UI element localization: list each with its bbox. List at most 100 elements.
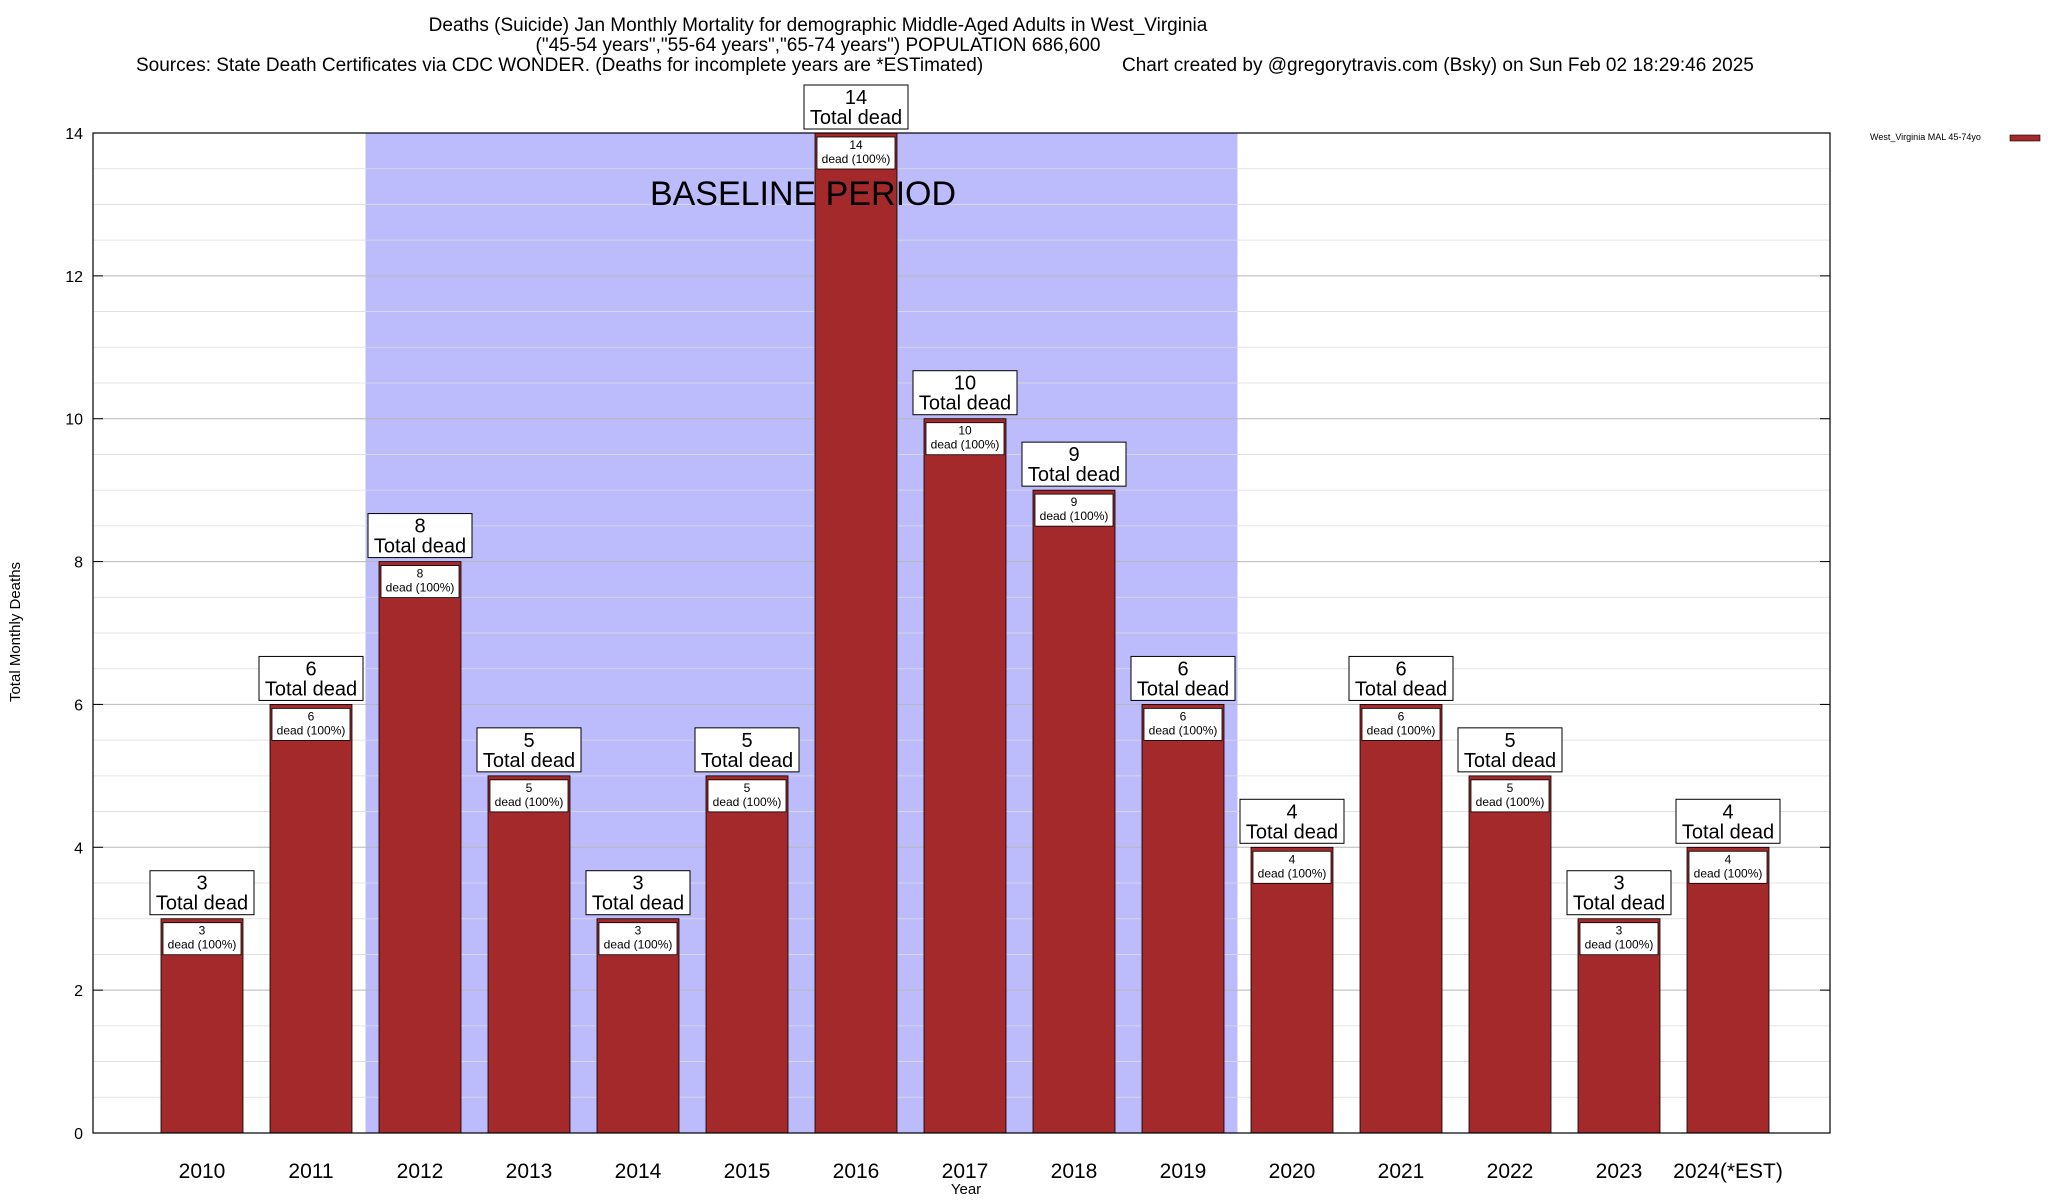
bar-inner-value: 5 — [744, 781, 751, 795]
bar-callout-box — [1675, 798, 1781, 844]
bar-inner-percent: dead (100%) — [1367, 723, 1436, 737]
bar-callout-value: 6 — [1177, 658, 1188, 680]
bar-callout-text: Total dead — [265, 678, 357, 700]
bar-inner-label-box — [1470, 779, 1550, 813]
bar — [1468, 775, 1552, 1134]
x-tick-label: 2010 — [179, 1160, 226, 1183]
bar-inner-label-box — [1143, 708, 1223, 741]
bar-callout-value: 5 — [741, 730, 752, 752]
bar-inner-value: 5 — [1507, 781, 1514, 795]
bar — [705, 775, 789, 1134]
bar-inner-percent: dead (100%) — [168, 938, 237, 952]
bar-callout-text: Total dead — [810, 107, 902, 129]
bar-callout-text: Total dead — [701, 750, 793, 772]
bar-callout-box — [476, 727, 582, 773]
bar-inner-value: 6 — [1398, 709, 1405, 723]
chart-sources: Sources: State Death Certificates via CD… — [136, 55, 983, 76]
bar-callout-box — [803, 84, 909, 130]
bar-callout-value: 5 — [1504, 730, 1515, 752]
bar-inner-label-box — [271, 708, 351, 741]
bar-inner-value: 9 — [1071, 495, 1078, 509]
bar-callout-box — [1021, 441, 1127, 487]
bar-inner-percent: dead (100%) — [1040, 509, 1109, 523]
bar-callout-box — [1239, 798, 1345, 844]
bar-inner-label-box — [489, 779, 569, 813]
bar-callout-box — [149, 870, 255, 916]
bar-inner-value: 3 — [635, 924, 642, 938]
x-tick-label: 2024(*EST) — [1673, 1160, 1783, 1183]
y-tick-label: 2 — [74, 983, 83, 1000]
bar-inner-label-box — [1252, 850, 1332, 884]
x-tick-label: 2013 — [506, 1160, 553, 1183]
bar-inner-value: 14 — [849, 138, 863, 152]
bar-callout-box — [1457, 727, 1563, 773]
bar-inner-value: 10 — [958, 424, 972, 438]
bar-inner-label-box — [162, 922, 242, 956]
bar — [923, 418, 1007, 1134]
bar-callout-value: 3 — [196, 873, 207, 895]
bar — [1032, 489, 1116, 1134]
bar-callout-box — [1566, 870, 1672, 916]
bar-inner-value: 4 — [1725, 852, 1732, 866]
y-tick-label: 4 — [74, 840, 83, 857]
bar-callout-value: 14 — [845, 87, 867, 109]
y-tick-label: 8 — [74, 555, 83, 572]
x-tick-label: 2017 — [942, 1160, 989, 1183]
legend-label: West_Virginia MAL 45-74yo — [1870, 132, 1981, 142]
bar-inner-label-box — [816, 136, 896, 170]
bar-callout-box — [585, 870, 691, 916]
bar-inner-value: 3 — [1616, 924, 1623, 938]
bar-inner-percent: dead (100%) — [495, 795, 564, 809]
x-tick-label: 2018 — [1051, 1160, 1098, 1183]
bar-callout-text: Total dead — [1137, 678, 1229, 700]
x-axis-title: Year — [951, 1181, 981, 1198]
bar — [814, 132, 898, 1134]
y-tick-label: 0 — [74, 1126, 83, 1143]
bar-inner-percent: dead (100%) — [931, 438, 1000, 452]
bar-callout-text: Total dead — [1246, 821, 1338, 843]
bar-inner-label-box — [707, 779, 787, 813]
bar-inner-label-box — [1688, 850, 1768, 884]
bar-inner-label-box — [1361, 708, 1441, 741]
bar-inner-value: 6 — [1180, 709, 1187, 723]
bar-inner-value: 5 — [526, 781, 533, 795]
bar-callout-value: 4 — [1722, 801, 1733, 823]
bar-callout-value: 3 — [632, 873, 643, 895]
bar — [1250, 846, 1334, 1134]
bar-callout-box — [694, 727, 800, 773]
bar-callout-box — [1130, 655, 1236, 701]
baseline-period-label: BASELINE PERIOD — [650, 175, 956, 213]
y-tick-label: 10 — [65, 412, 83, 429]
bar-callout-value: 4 — [1286, 801, 1297, 823]
bar — [1141, 704, 1225, 1134]
bar-inner-percent: dead (100%) — [822, 152, 891, 166]
x-tick-label: 2015 — [724, 1160, 771, 1183]
bar-inner-percent: dead (100%) — [1258, 866, 1327, 880]
bar-callout-value: 5 — [523, 730, 534, 752]
bar-inner-percent: dead (100%) — [1585, 938, 1654, 952]
bar-inner-label-box — [1579, 922, 1659, 956]
x-tick-label: 2014 — [615, 1160, 662, 1183]
bar-callout-box — [912, 370, 1018, 416]
bar-callout-value: 10 — [954, 373, 976, 395]
y-tick-label: 12 — [65, 269, 83, 286]
bar-callout-text: Total dead — [374, 536, 466, 558]
bar-callout-text: Total dead — [1573, 893, 1665, 915]
bar-inner-value: 3 — [199, 924, 206, 938]
bar-callout-value: 3 — [1613, 873, 1624, 895]
bar-callout-value: 9 — [1068, 444, 1079, 466]
bar-callout-text: Total dead — [1464, 750, 1556, 772]
bar — [1359, 704, 1443, 1134]
bar-inner-value: 4 — [1289, 852, 1296, 866]
bar-inner-label-box — [1034, 493, 1114, 527]
axes: 0 2 4 6 8 10 12 14 2010 2011 2012 2013 2014 2015 2016 2… — [65, 126, 1830, 1183]
bar — [269, 704, 353, 1134]
bar-inner-value: 6 — [308, 709, 315, 723]
x-tick-label: 2022 — [1487, 1160, 1534, 1183]
bar-callout-text: Total dead — [483, 750, 575, 772]
bar-callout-text: Total dead — [919, 393, 1011, 415]
bar-callout-box — [258, 655, 364, 701]
bar-callout-text: Total dead — [592, 893, 684, 915]
x-tick-label: 2016 — [833, 1160, 880, 1183]
